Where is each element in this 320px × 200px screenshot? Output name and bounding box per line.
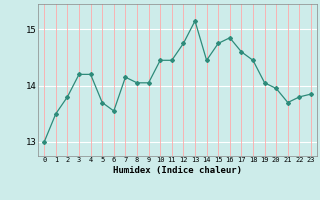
X-axis label: Humidex (Indice chaleur): Humidex (Indice chaleur) bbox=[113, 166, 242, 175]
